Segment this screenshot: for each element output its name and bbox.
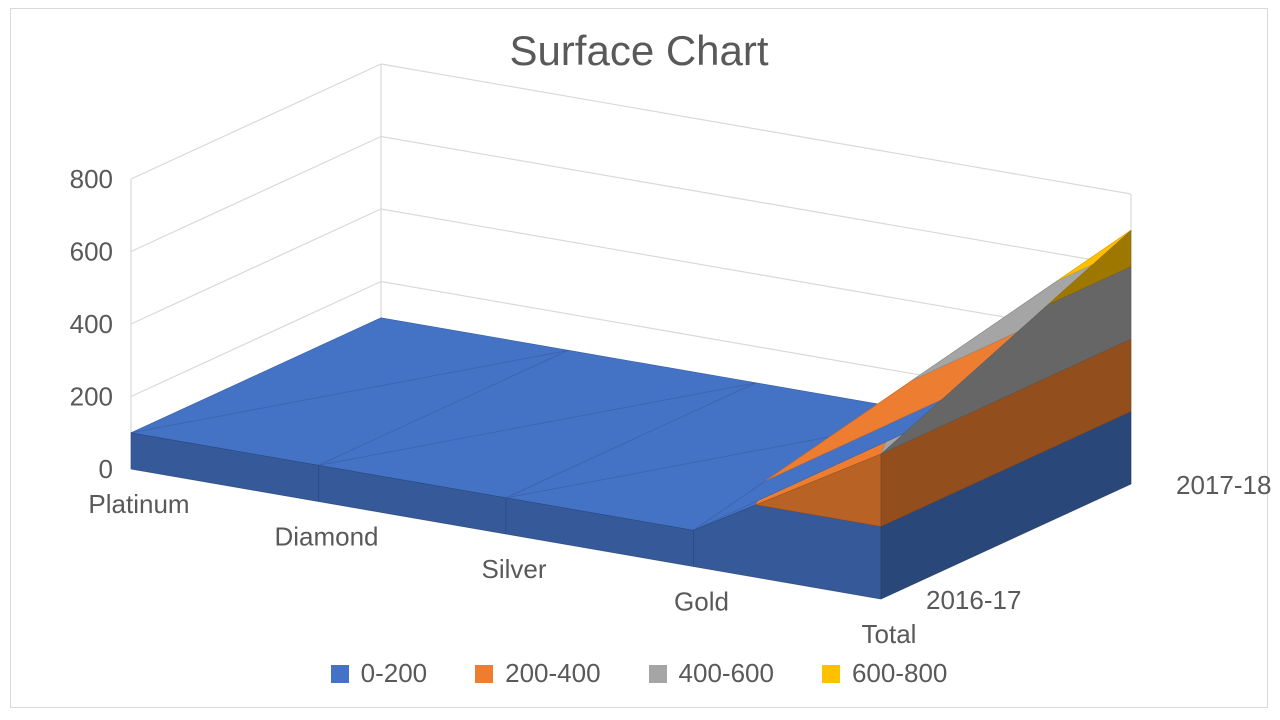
surface-3d-svg: 0200400600800PlatinumDiamondSilverGoldTo… bbox=[61, 109, 1221, 609]
y-series-label: 2017-18 bbox=[1176, 470, 1271, 500]
legend-label: 200-400 bbox=[505, 658, 600, 689]
legend-item: 600-800 bbox=[822, 658, 947, 689]
legend-item: 400-600 bbox=[649, 658, 774, 689]
z-tick-label: 600 bbox=[70, 237, 113, 267]
z-tick-label: 200 bbox=[70, 382, 113, 412]
x-category-label: Diamond bbox=[274, 522, 378, 552]
legend: 0-200 200-400 400-600 600-800 bbox=[11, 658, 1267, 689]
legend-item: 0-200 bbox=[331, 658, 428, 689]
x-category-label: Silver bbox=[481, 554, 546, 584]
x-category-label: Gold bbox=[674, 587, 729, 617]
legend-label: 400-600 bbox=[679, 658, 774, 689]
legend-swatch bbox=[822, 665, 840, 683]
z-tick-label: 0 bbox=[99, 454, 113, 484]
legend-swatch bbox=[331, 665, 349, 683]
x-category-label: Platinum bbox=[88, 489, 189, 519]
legend-label: 600-800 bbox=[852, 658, 947, 689]
y-series-label: 2016-17 bbox=[926, 585, 1021, 615]
chart-title: Surface Chart bbox=[11, 27, 1267, 75]
plot-area: 0200400600800PlatinumDiamondSilverGoldTo… bbox=[61, 109, 1221, 609]
legend-swatch bbox=[649, 665, 667, 683]
legend-swatch bbox=[475, 665, 493, 683]
legend-item: 200-400 bbox=[475, 658, 600, 689]
legend-label: 0-200 bbox=[361, 658, 428, 689]
x-category-label: Total bbox=[862, 619, 917, 649]
z-tick-label: 400 bbox=[70, 309, 113, 339]
z-tick-label: 800 bbox=[70, 164, 113, 194]
chart-frame: Surface Chart 0 200 400 600 800 Platinum Diamo… bbox=[10, 8, 1268, 708]
